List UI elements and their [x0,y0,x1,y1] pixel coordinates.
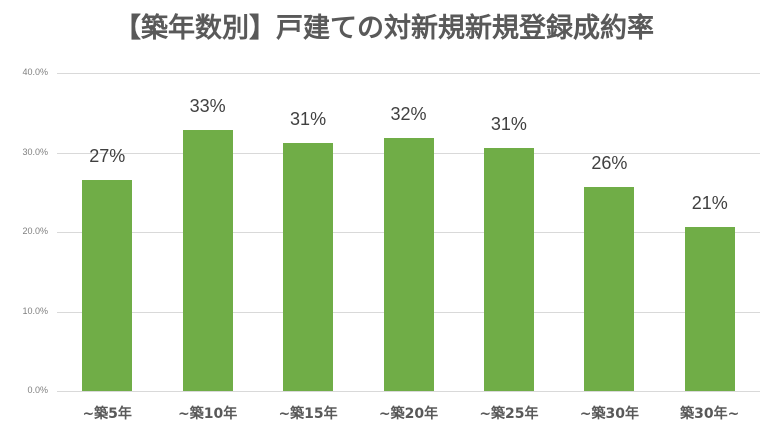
chart-title: 【築年数別】戸建ての対新規新規登録成約率 [114,13,654,44]
bar [483,147,534,391]
y-tick-label: 30.0% [22,146,48,157]
bar [283,142,334,391]
data-label: 32% [390,104,427,125]
bar [82,179,133,391]
data-label: 31% [290,108,327,129]
y-tick-label: 20.0% [22,226,48,236]
bar [584,187,635,391]
bar [383,138,434,391]
data-label: 33% [189,96,226,117]
y-tick-label: 10.0% [22,305,48,316]
data-label: 26% [591,153,628,174]
x-tick-label: ~築10年 [178,406,238,422]
y-tick-label: 0.0% [27,385,48,395]
gridline [57,391,760,392]
x-tick-label: ~築15年 [278,406,338,422]
data-label: 31% [490,113,527,134]
bar [182,130,233,391]
data-label: 21% [691,193,728,214]
plot-area: 27% 33% 31% 32% 31% 26% 21% [57,73,760,392]
x-tick-label: ~築20年 [378,406,439,422]
x-tick-label: 築30年~ [680,406,740,422]
x-tick-label: ~築5年 [82,406,132,422]
x-tick-label: ~築30年 [579,406,639,422]
gridline [57,73,760,74]
y-tick-label: 40.0% [22,67,48,77]
bar [684,227,735,391]
x-tick-label: ~築25年 [479,406,539,422]
data-label: 27% [89,145,126,166]
